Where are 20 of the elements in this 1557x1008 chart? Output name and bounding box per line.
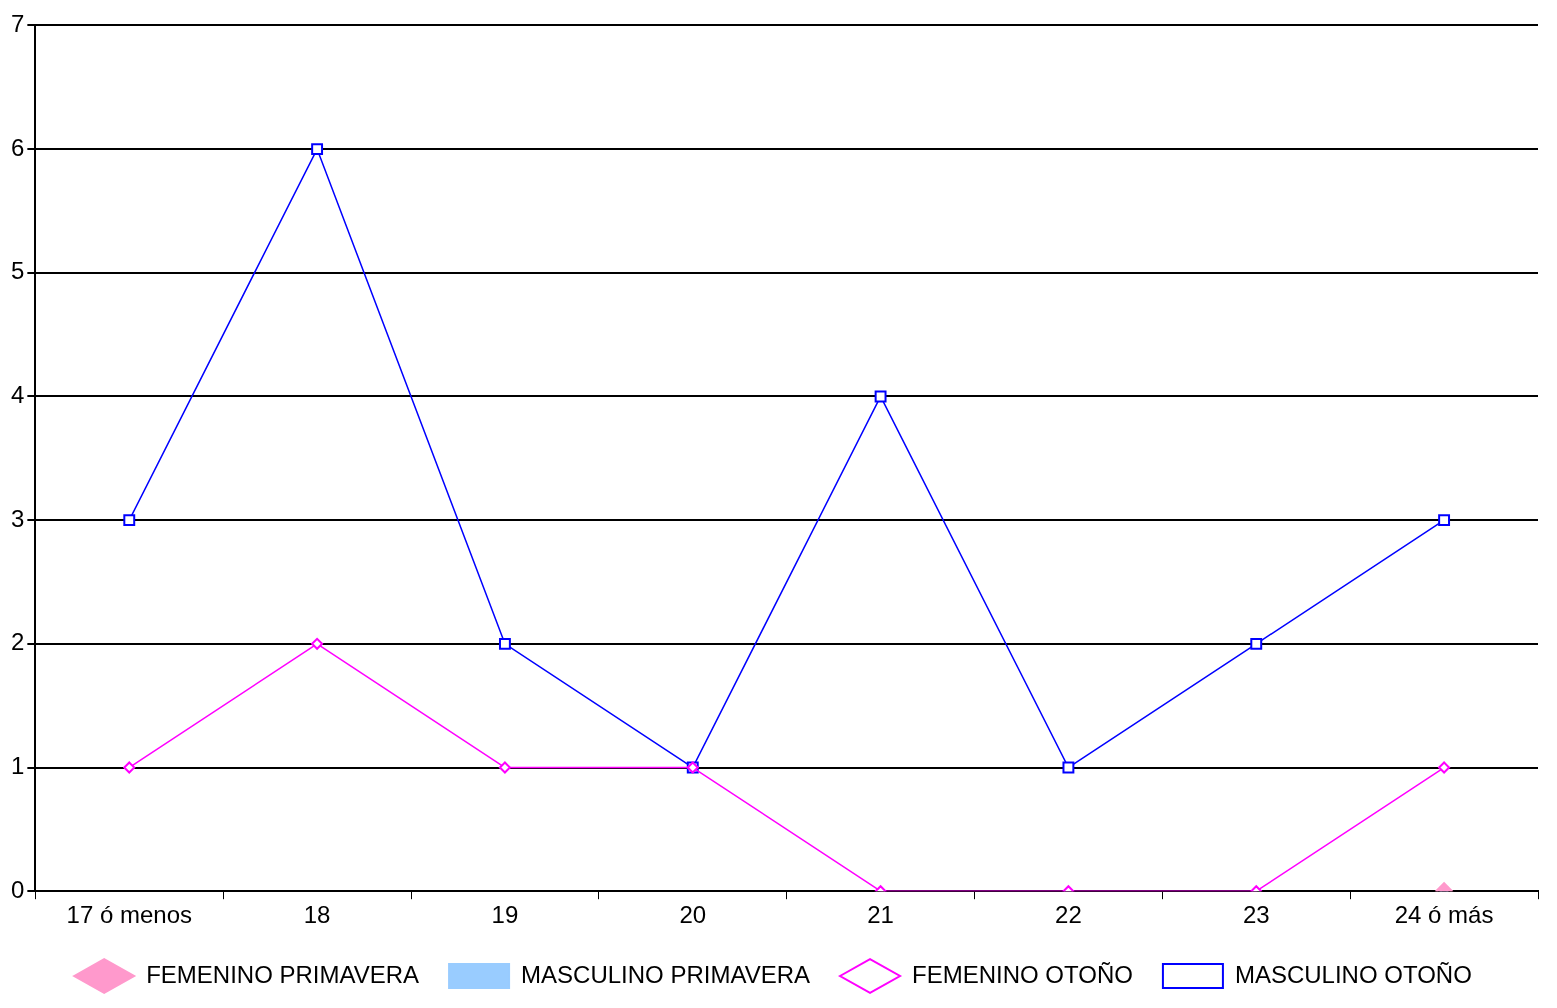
x-tick-label: 24 ó más (1394, 901, 1494, 929)
x-tick-label: 22 (1055, 901, 1082, 929)
legend-label: MASCULINO PRIMAVERA (521, 960, 811, 988)
legend-label: FEMENINO PRIMAVERA (146, 960, 420, 988)
y-tick-label: 5 (10, 257, 25, 285)
x-tick-label: 23 (1242, 901, 1270, 929)
legend-label: FEMENINO OTOÑO (912, 960, 1133, 988)
y-tick-label: 2 (10, 628, 25, 656)
y-tick-label: 4 (10, 381, 25, 409)
y-tick-label: 1 (10, 752, 25, 780)
legend-label: MASCULINO OTOÑO (1234, 960, 1472, 988)
x-tick-label: 21 (867, 901, 894, 929)
y-tick-label: 3 (10, 504, 25, 532)
x-tick-label: 19 (491, 901, 519, 929)
x-tick-label: 18 (303, 901, 331, 929)
y-tick-label: 7 (10, 10, 25, 38)
y-tick-label: 6 (10, 133, 25, 161)
x-tick-label: 20 (679, 901, 707, 929)
x-tick-label: 17 ó menos (66, 901, 192, 929)
y-tick-label: 0 (10, 875, 25, 903)
